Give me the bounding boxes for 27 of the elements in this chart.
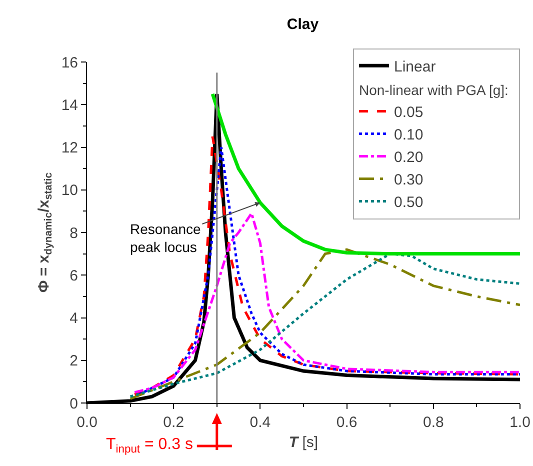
- y-tick-label: 0: [70, 395, 78, 412]
- x-axis-title: T [s]: [288, 434, 318, 451]
- y-tick-label: 12: [61, 140, 78, 156]
- legend-label: 0.20: [394, 149, 424, 166]
- legend-label: 0.30: [394, 172, 424, 189]
- legend-title: Non-linear with PGA [g]:: [359, 82, 508, 98]
- line-series: [133, 212, 520, 394]
- legend-label: Linear: [394, 58, 436, 76]
- x-tick-label: 0.0: [76, 414, 98, 431]
- y-tick-label: 14: [61, 96, 78, 114]
- ref-line-label: T$_{input}$ = 0.3 s: [106, 436, 193, 456]
- y-tick-label: 10: [61, 182, 78, 200]
- legend-label: 0.05: [394, 104, 424, 122]
- annotation: Resonance peak locus: [130, 221, 202, 256]
- y-tick-label: 16: [61, 54, 78, 72]
- y-tick-label: 4: [70, 310, 78, 327]
- x-tick-label: 0.8: [422, 414, 444, 431]
- x-tick-label: 0.4: [250, 414, 271, 431]
- x-tick-label: 0.2: [163, 414, 184, 431]
- chart-title: Clay: [286, 16, 320, 34]
- x-tick-label: 1.0: [510, 414, 530, 431]
- y-tick-label: 2: [70, 352, 78, 370]
- legend-label: 0.50: [394, 194, 424, 212]
- legend-label: 0.10: [394, 126, 424, 144]
- x-tick-label: 0.6: [336, 414, 358, 431]
- y-tick-label: 8: [70, 224, 78, 242]
- y-tick-label: 6: [70, 267, 78, 284]
